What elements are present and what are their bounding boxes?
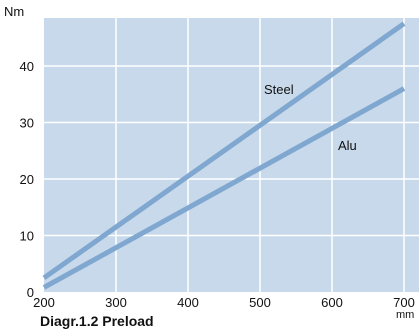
series-label-alu: Alu — [338, 138, 357, 153]
y-tick-label: 30 — [20, 116, 34, 131]
x-tick-label: 200 — [33, 295, 55, 310]
x-axis-unit: mm — [396, 309, 414, 321]
x-tick-label: 700 — [393, 295, 415, 310]
series-label-steel: Steel — [264, 82, 294, 97]
y-tick-label: 40 — [20, 59, 34, 74]
series-line-alu — [42, 86, 406, 290]
x-tick-label: 600 — [321, 295, 343, 310]
plot-area — [44, 18, 419, 292]
x-tick-label: 500 — [249, 295, 271, 310]
series-layer: Steel Alu — [42, 21, 406, 290]
tick-layer: 200 300 400 500 600 700 0 10 20 30 40 — [20, 59, 415, 310]
y-axis-unit: Nm — [4, 4, 24, 19]
y-tick-label: 0 — [27, 285, 34, 300]
chart-caption: Diagr.1.2 Preload — [40, 313, 154, 329]
series-line-steel — [42, 21, 406, 280]
x-tick-label: 400 — [177, 295, 199, 310]
y-tick-label: 20 — [20, 172, 34, 187]
x-tick-label: 300 — [105, 295, 127, 310]
y-tick-label: 10 — [20, 229, 34, 244]
